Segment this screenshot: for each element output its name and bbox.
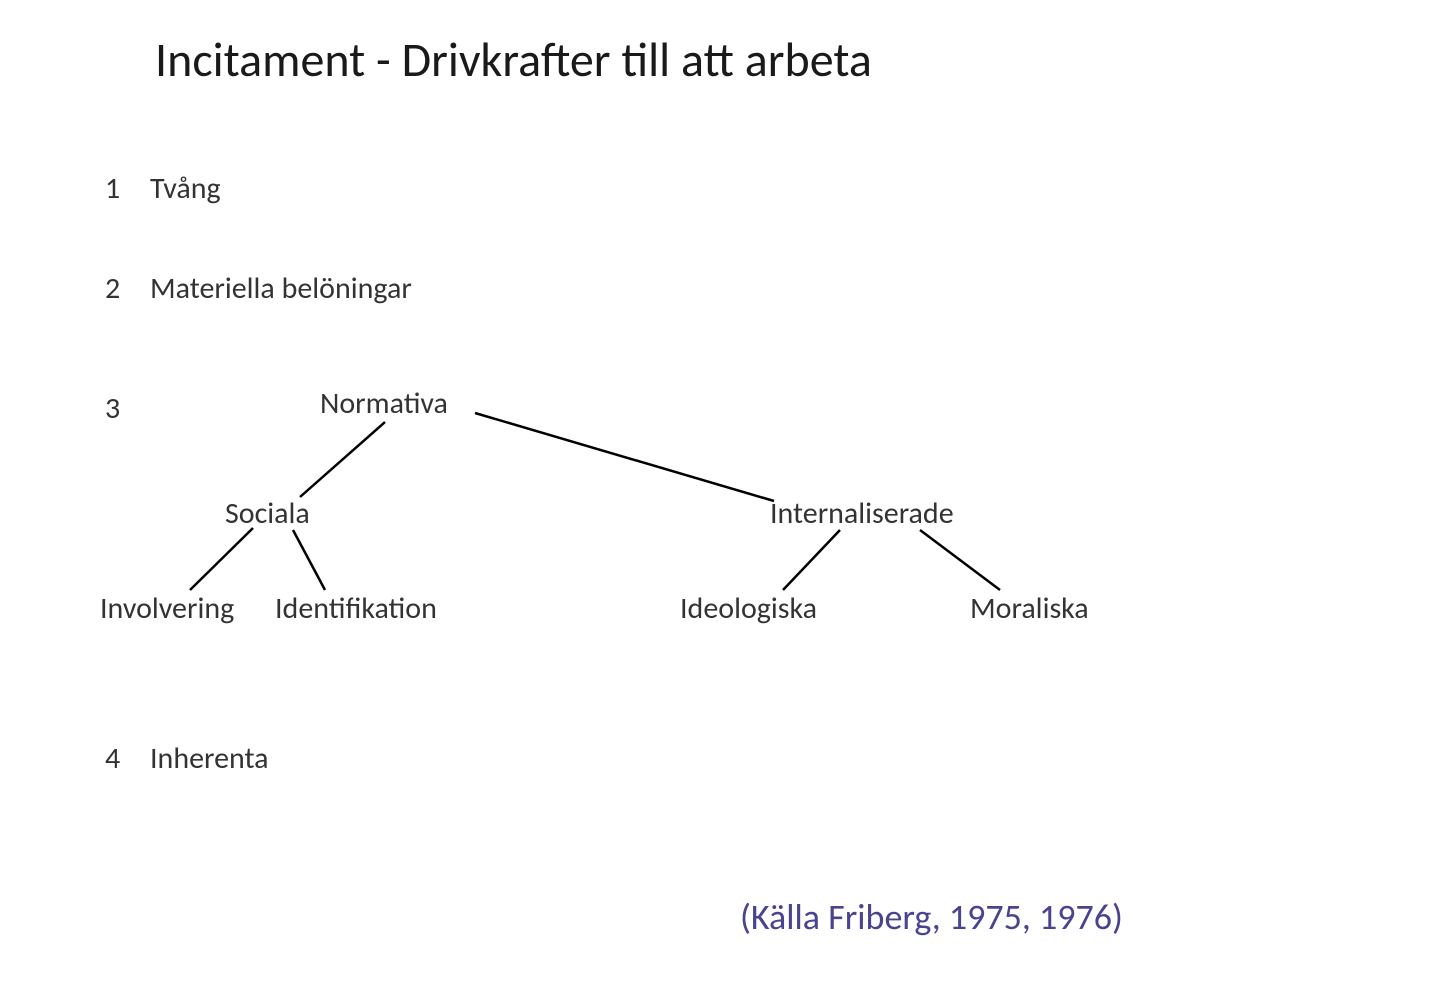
list-item-2: Materiella belöningar — [150, 270, 412, 307]
list-num-1: 1 — [105, 170, 120, 207]
tree-node-identifikation: Identifikation — [275, 590, 437, 627]
list-item-4: Inherenta — [150, 740, 269, 777]
list-num-2: 2 — [105, 270, 120, 307]
list-num-4: 4 — [105, 740, 120, 777]
list-num-3: 3 — [105, 390, 120, 427]
slide-container: { "title": { "text": "Incitament - Drivk… — [0, 0, 1440, 982]
tree-node-internaliserade: Internaliserade — [770, 495, 954, 532]
tree-edges — [0, 0, 1440, 982]
tree-node-sociala: Sociala — [225, 495, 310, 532]
tree-node-moraliska: Moraliska — [970, 590, 1089, 627]
tree-node-involvering: Involvering — [100, 590, 234, 627]
source-citation: (Källa Friberg, 1975, 1976) — [740, 895, 1123, 939]
slide-title: Incitament - Drivkrafter till att arbeta — [155, 30, 872, 89]
list-item-1: Tvång — [150, 170, 221, 207]
tree-node-normativa: Normativa — [320, 385, 448, 422]
tree-node-ideologiska: Ideologiska — [680, 590, 817, 627]
